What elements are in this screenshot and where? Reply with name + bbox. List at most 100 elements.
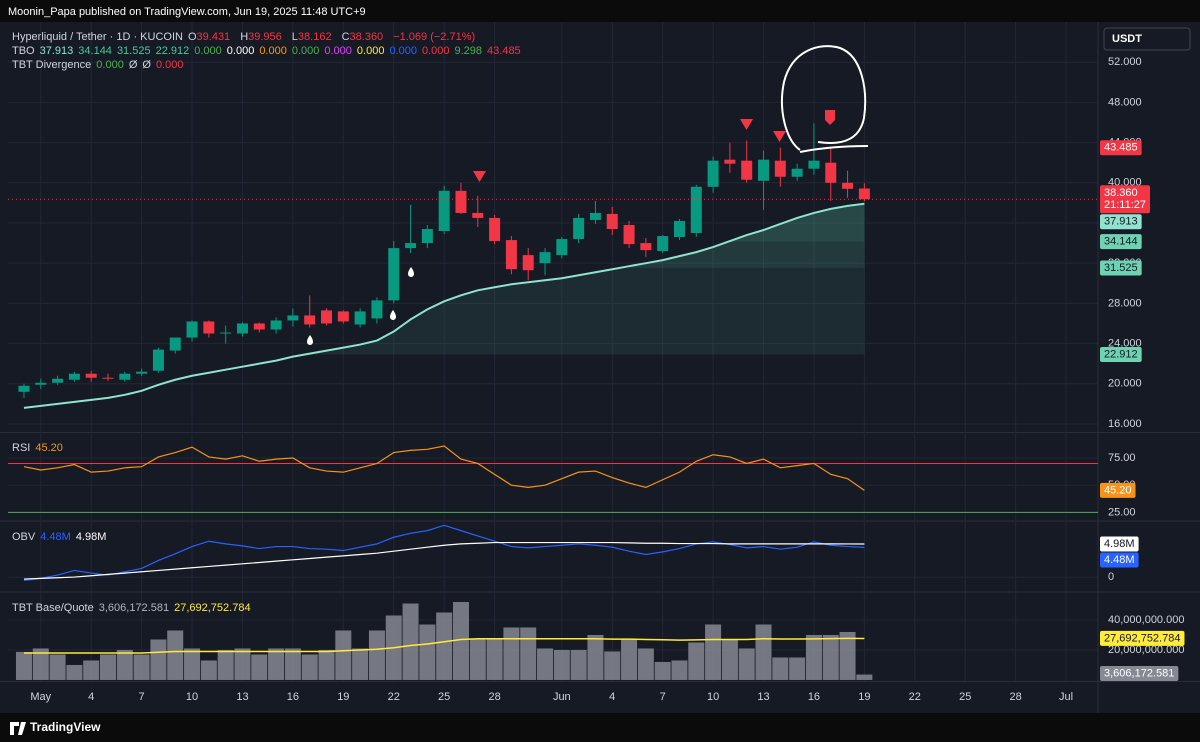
indicator-value: 31.525 <box>116 45 151 57</box>
indicator-title: TBT Divergence <box>12 59 92 71</box>
candle-body <box>68 373 80 380</box>
pane-title: OBV <box>12 531 36 543</box>
badge-label: 43.485 <box>1104 142 1138 154</box>
volume-bar <box>268 648 285 680</box>
candle-body <box>220 332 232 334</box>
y-tick-label: 75.00 <box>1108 452 1136 464</box>
candle-body <box>556 239 568 256</box>
indicator-value: 9.298 <box>454 45 483 57</box>
x-tick-label: 19 <box>337 691 349 703</box>
candle-body <box>623 224 635 245</box>
candle-body <box>388 248 400 301</box>
y-tick-label: 20,000,000.000 <box>1108 644 1184 656</box>
candle-body <box>18 385 30 392</box>
volume-bar <box>537 648 554 680</box>
candle-body <box>337 311 349 322</box>
candle-body <box>472 212 484 218</box>
indicator-value: 0.000 <box>259 45 287 57</box>
price-badge <box>1100 185 1151 214</box>
x-tick-label: 13 <box>236 691 248 703</box>
volume-bar <box>150 639 167 680</box>
ohlc-prefix: H <box>240 31 249 43</box>
candle-body <box>253 323 265 330</box>
indicator-value: 43.485 <box>487 45 521 57</box>
volume-bar <box>318 649 335 680</box>
volume-bar <box>553 649 570 680</box>
candle-body <box>825 162 837 183</box>
price-badge <box>1100 630 1185 646</box>
x-tick-label: Jul <box>1059 691 1073 703</box>
y-tick-label: 20.000 <box>1108 378 1142 390</box>
volume-bar <box>621 639 638 680</box>
volume-bar <box>486 639 503 680</box>
indicator-value: 0.000 <box>194 45 222 57</box>
volume-bar <box>721 639 738 680</box>
x-tick-label: 28 <box>1010 691 1022 703</box>
badge-label: 22.912 <box>1104 348 1138 360</box>
y-tick-label: 40,000,000.000 <box>1108 614 1184 626</box>
legend-row: OBV 4.48M 4.98M <box>12 530 111 544</box>
volume-bar <box>49 654 66 680</box>
volume-bar <box>705 624 722 680</box>
legend-value: 4.48M <box>40 531 71 543</box>
candle-body <box>304 315 316 325</box>
candle-body <box>791 168 803 177</box>
brand-name: TradingView <box>30 720 101 734</box>
ohlc-item: H39.956 <box>240 31 287 43</box>
badge-label: 4.98M <box>1104 538 1135 550</box>
x-tick-label: 10 <box>186 691 198 703</box>
candle-body <box>405 243 417 249</box>
y-tick-label: 0 <box>1108 571 1114 583</box>
volume-bar <box>604 651 621 680</box>
price-badge <box>1100 552 1139 568</box>
volume-bar <box>83 660 100 680</box>
candle-body <box>522 255 534 271</box>
x-tick-label: 16 <box>808 691 820 703</box>
indicator-value: 0.000 <box>324 45 352 57</box>
indicator-value: Ø <box>128 59 138 71</box>
series-line <box>23 445 865 491</box>
candle-body <box>724 159 736 164</box>
x-tick-label: 19 <box>858 691 870 703</box>
candle-body <box>270 320 282 330</box>
volume-bar <box>805 634 822 680</box>
tbo-cloud <box>309 203 865 355</box>
volume-bar <box>100 654 117 680</box>
currency-button[interactable] <box>1103 27 1191 51</box>
x-tick-label: Jun <box>553 691 571 703</box>
volume-bar <box>469 639 486 680</box>
badge-label: 4.48M <box>1104 554 1135 566</box>
price-badge <box>1100 140 1142 156</box>
price-badge <box>1100 260 1142 276</box>
legend-value: 45.20 <box>35 442 63 454</box>
candle-body <box>673 220 685 238</box>
candle-body <box>354 311 366 325</box>
x-tick-label: 10 <box>707 691 719 703</box>
volume-bar <box>839 631 856 680</box>
x-tick-label: 22 <box>909 691 921 703</box>
indicator-value: 0.000 <box>291 45 320 57</box>
volume-bar <box>637 648 654 680</box>
badge-label: 27,692,752.784 <box>1104 632 1180 644</box>
ohlc-prefix: L <box>291 31 298 43</box>
ohlc-item: C38.360 <box>342 31 389 43</box>
y-tick-label: 16.000 <box>1108 418 1142 430</box>
volume-bar <box>436 612 453 680</box>
x-tick-label: 4 <box>609 691 615 703</box>
legend-value: 3,606,172.581 <box>98 602 170 614</box>
x-tick-label: 22 <box>388 691 400 703</box>
top-bar <box>0 0 1200 22</box>
volume-bar <box>217 649 234 680</box>
y-tick-label: 52.000 <box>1108 56 1142 68</box>
volume-bar <box>587 634 604 680</box>
x-tick-label: 7 <box>660 691 666 703</box>
volume-bar <box>419 624 436 680</box>
ohlc-item: L38.162 <box>292 31 337 43</box>
legend-row: Hyperliquid / Tether · 1D · KUCOIN O39.43… <box>12 30 480 44</box>
ohlc-value: 38.162 <box>297 31 332 43</box>
badge-label: 38.360 <box>1104 187 1138 199</box>
indicator-value: 37.913 <box>39 45 74 57</box>
volume-bar <box>654 661 671 680</box>
currency-label[interactable]: USDT <box>1112 33 1142 45</box>
series-line <box>23 541 865 580</box>
